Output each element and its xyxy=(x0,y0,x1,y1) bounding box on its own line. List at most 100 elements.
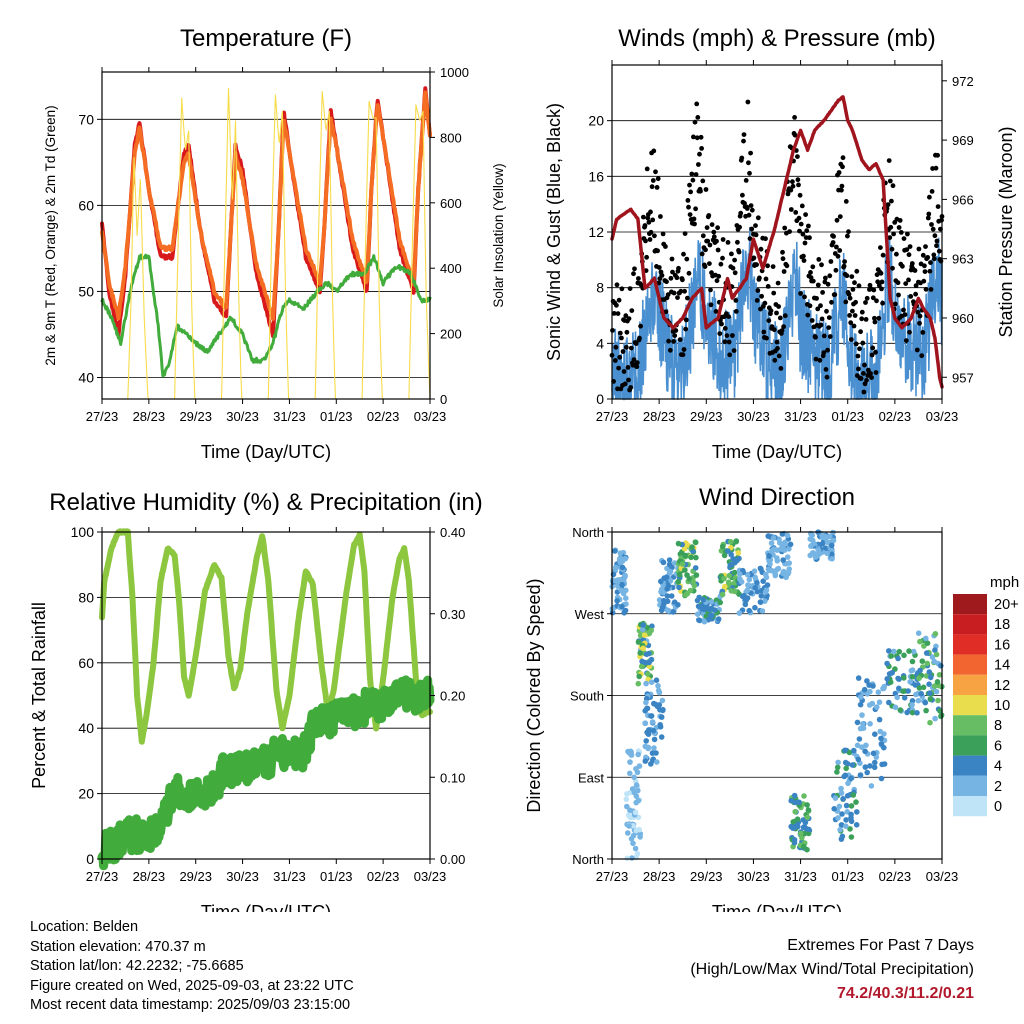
y-right-tick-label: 0.30 xyxy=(440,607,465,622)
gust-point xyxy=(914,347,920,353)
gust-point xyxy=(917,313,923,319)
gust-point xyxy=(922,269,928,274)
direction-point xyxy=(636,673,642,680)
gust-point xyxy=(850,308,855,314)
direction-point xyxy=(933,651,940,658)
gust-point xyxy=(781,269,787,274)
direction-point xyxy=(855,675,862,681)
gust-point xyxy=(863,300,868,305)
direction-point xyxy=(901,675,907,681)
gust-point xyxy=(763,236,768,242)
direction-point xyxy=(642,743,649,750)
direction-point xyxy=(840,796,846,802)
gust-point xyxy=(774,310,779,316)
gust-point xyxy=(689,171,695,177)
y-tick-label: 8 xyxy=(596,280,604,296)
gust-point xyxy=(776,304,781,309)
direction-point xyxy=(796,799,802,806)
y-tick-label: North xyxy=(572,852,604,867)
gust-point xyxy=(693,206,698,212)
direction-point xyxy=(829,556,835,562)
direction-point xyxy=(648,656,655,663)
y-tick-label: 12 xyxy=(588,224,604,240)
gust-point xyxy=(735,239,740,245)
x-tick-label: 27/23 xyxy=(86,409,119,424)
direction-point xyxy=(901,652,907,659)
gust-point xyxy=(754,262,759,268)
direction-point xyxy=(636,826,642,833)
gust-point xyxy=(850,287,856,292)
direction-point xyxy=(912,682,919,688)
direction-point xyxy=(619,603,625,610)
gust-point xyxy=(708,302,714,308)
direction-point xyxy=(804,846,810,853)
direction-point xyxy=(657,724,664,730)
direction-point xyxy=(884,676,890,682)
gust-point xyxy=(843,199,849,204)
gust-point xyxy=(651,148,657,154)
gust-point xyxy=(888,224,894,230)
gust-point xyxy=(875,279,881,285)
gust-point xyxy=(617,330,623,336)
gust-point xyxy=(672,333,678,338)
gust-point xyxy=(729,251,734,257)
y-axis-label: Sonic Wind & Gust (Blue, Black) xyxy=(544,103,564,361)
direction-point xyxy=(655,687,662,694)
direction-point xyxy=(623,796,630,802)
legend-label: 0 xyxy=(994,799,1002,815)
gust-point xyxy=(826,315,832,320)
direction-point xyxy=(832,795,839,801)
direction-point xyxy=(837,827,843,833)
gust-point xyxy=(726,339,732,345)
gust-point xyxy=(920,330,926,335)
direction-point xyxy=(627,770,633,777)
gust-point xyxy=(718,261,724,267)
legend-label: 12 xyxy=(994,678,1010,694)
gust-point xyxy=(929,222,934,227)
gust-point xyxy=(858,376,864,381)
direction-point xyxy=(635,639,642,645)
gust-point xyxy=(865,367,871,373)
direction-point xyxy=(731,569,738,576)
direction-point xyxy=(620,590,627,597)
direction-point xyxy=(643,738,649,744)
y-right-tick-label: 0.00 xyxy=(440,852,465,867)
gust-point xyxy=(682,231,688,237)
gust-point xyxy=(619,335,624,341)
gust-point xyxy=(792,132,798,138)
gust-point xyxy=(834,244,839,250)
gust-point xyxy=(854,268,860,274)
gust-point xyxy=(621,369,627,374)
legend-label: 4 xyxy=(994,759,1002,775)
direction-point xyxy=(843,817,849,823)
direction-point xyxy=(784,532,791,539)
x-tick-label: 30/23 xyxy=(737,409,770,424)
gust-point xyxy=(836,170,842,175)
gust-point xyxy=(613,344,619,350)
gust-point xyxy=(931,252,937,258)
gust-point xyxy=(892,301,898,307)
gust-point xyxy=(847,295,853,301)
gust-point xyxy=(641,214,646,220)
direction-point xyxy=(887,679,894,685)
gust-point xyxy=(692,119,698,125)
gust-point xyxy=(903,338,909,343)
gust-point xyxy=(753,223,758,229)
direction-point xyxy=(854,742,861,749)
gust-point xyxy=(801,253,806,259)
gust-point xyxy=(796,215,802,221)
direction-point xyxy=(721,552,728,559)
gust-point xyxy=(923,286,929,292)
gust-point xyxy=(762,300,768,306)
gust-point xyxy=(832,292,838,298)
gust-point xyxy=(887,235,893,241)
gust-point xyxy=(611,311,617,316)
gust-point xyxy=(907,329,912,335)
y-right-tick-label: 200 xyxy=(440,327,462,342)
direction-point xyxy=(635,797,642,804)
direction-point xyxy=(791,837,798,843)
legend-label: 16 xyxy=(994,637,1010,653)
gust-point xyxy=(870,295,876,301)
direction-point xyxy=(780,543,786,549)
direction-point xyxy=(655,683,661,689)
